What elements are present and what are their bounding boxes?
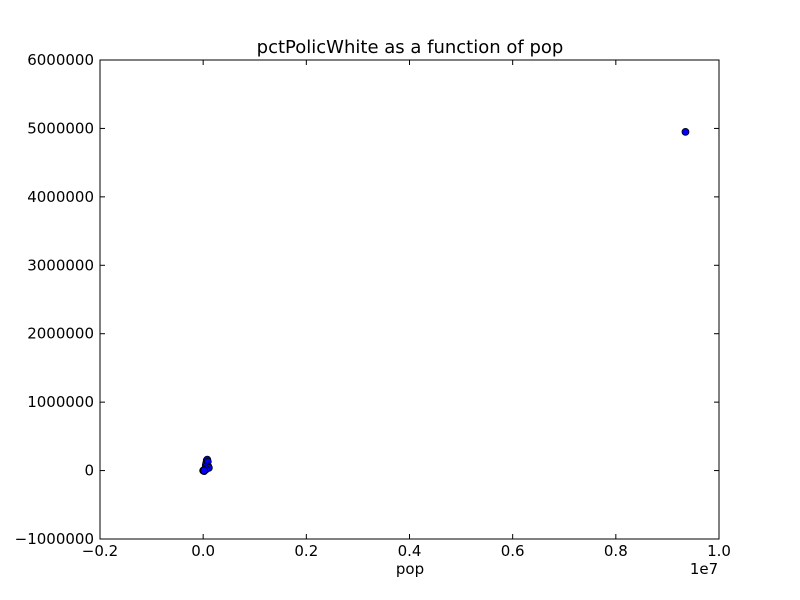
y-tick-label: 2000000 <box>27 325 94 343</box>
chart-title: pctPolicWhite as a function of pop <box>257 37 564 58</box>
scatter-point <box>200 466 209 475</box>
x-tick-label: −0.2 <box>82 542 118 560</box>
x-tick-label: 0.0 <box>191 542 215 560</box>
plot-frame <box>99 59 720 540</box>
y-tick-label: 0 <box>84 462 94 480</box>
x-tick-label: 0.6 <box>501 542 525 560</box>
y-tick-label: 4000000 <box>27 188 94 206</box>
x-tick-label: 0.8 <box>604 542 628 560</box>
x-tick-label: 1.0 <box>707 542 731 560</box>
y-tick-label: −1000000 <box>15 530 94 548</box>
x-tick-label: 0.4 <box>398 542 422 560</box>
x-axis-label: pop <box>396 560 424 578</box>
x-tick-label: 0.2 <box>294 542 318 560</box>
y-tick-label: 6000000 <box>27 51 94 69</box>
plot-area: −0.2 0.0 0.2 0.4 0.6 0.8 1.0 −1000000 0 1000000 20… <box>15 51 731 560</box>
x-axis-offset-label: 1e7 <box>690 560 718 578</box>
scatter-point <box>681 127 690 136</box>
y-tick-label: 5000000 <box>27 119 94 137</box>
y-tick-label: 3000000 <box>27 256 94 274</box>
y-tick-label: 1000000 <box>27 393 94 411</box>
